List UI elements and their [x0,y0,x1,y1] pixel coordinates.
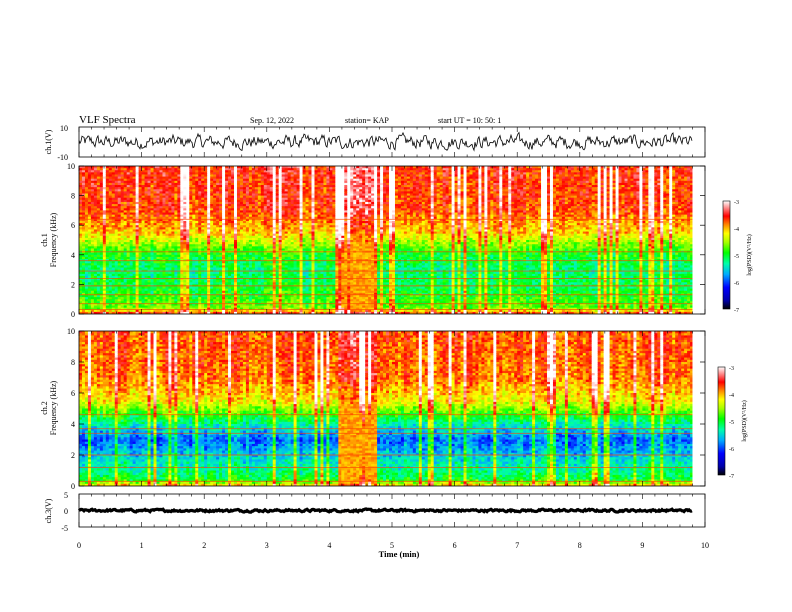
frequency-tick-label: 8 [71,358,75,367]
ch3-ytick-bottom: -5 [61,524,68,533]
time-tick-label: 5 [390,541,394,550]
ch1-colorbar-tick: -3 [734,200,739,206]
time-axis-label: Time (min) [379,549,420,559]
ch1-spec-ylabel-frequency: Frequency (kHz) [49,212,58,267]
time-tick-label: 8 [578,541,582,550]
frequency-tick-label: 6 [71,389,75,398]
ch1-ytick-top: 10 [60,124,68,133]
ch2-colorbar: -3 -4 -5 -6 -7 log(PSD)(V²/Hz) [717,366,748,480]
frequency-tick-label: 2 [71,280,75,289]
time-tick-label: 3 [265,541,269,550]
ch2-colorbar-gradient [717,366,726,476]
time-tick-label: 6 [453,541,457,550]
ch3-ytick-middle: 0 [64,507,68,516]
ch2-colorbar-tick: -5 [729,420,734,426]
ch3-waveform-ylabel: ch.3(V) [44,498,53,523]
time-tick-label: 9 [640,541,644,550]
ch2-colorbar-tick: -7 [729,474,734,480]
ch1-colorbar-gradient [722,200,731,310]
ch3-waveform-panel: ch.3(V) 5 0 -5 [44,491,706,533]
ch1-colorbar: -3 -4 -5 -6 -7 log(PSD)(V²/Hz) [722,200,753,314]
time-tick-label: 7 [515,541,519,550]
ch1-waveform-panel: ch.1(V) 10 -10 [44,124,706,162]
time-tick-label: 4 [327,541,331,550]
start-time-label: start UT = 10: 50: 1 [438,116,501,125]
ch2-spectrogram-image [79,331,705,486]
ch2-spec-ylabel-channel: ch.2 [40,401,49,415]
frequency-tick-label: 6 [71,221,75,230]
ch2-spectrogram-panel: ch.2 Frequency (kHz) 0 2 4 6 8 10 [40,327,706,491]
time-tick-label: 0 [77,541,81,550]
frequency-tick-label: 8 [71,192,75,201]
ch1-waveform-ylabel: ch.1(V) [44,129,53,154]
station-label: station= KAP [345,116,389,125]
ch1-colorbar-tick: -6 [734,281,739,287]
ch1-colorbar-tick: -7 [734,308,739,314]
ch1-spectrogram-panel: ch.1 Frequency (kHz) 0 2 4 6 8 10 [40,162,706,319]
ch2-colorbar-tick: -3 [729,366,734,372]
ch3-ytick-top: 5 [64,491,68,500]
frequency-tick-label: 0 [71,310,75,319]
ch1-colorbar-tick: -4 [734,227,739,233]
frequency-tick-label: 10 [67,162,75,171]
time-tick-label: 2 [202,541,206,550]
ch1-waveform-trace [78,131,693,152]
ch2-colorbar-tick: -4 [729,393,734,399]
ch1-spec-ylabel-channel: ch.1 [40,233,49,247]
ch3-waveform-trace [78,507,693,514]
time-tick-label: 10 [701,541,709,550]
date-label: Sep. 12, 2022 [250,116,294,125]
ch1-colorbar-label: log(PSD)(V²/Hz) [746,234,753,275]
frequency-tick-label: 4 [71,420,75,429]
ch2-colorbar-label: log(PSD)(V²/Hz) [741,400,748,441]
frequency-tick-label: 0 [71,482,75,491]
frequency-tick-label: 4 [71,251,75,260]
time-axis: 0 1 2 3 4 5 6 7 8 9 10 [77,127,709,550]
ch1-ytick-bottom: -10 [57,153,68,162]
frequency-tick-label: 10 [67,327,75,336]
ch2-spec-ylabel-frequency: Frequency (kHz) [49,380,58,435]
figure-title: VLF Spectra [79,114,136,126]
frequency-tick-label: 2 [71,451,75,460]
ch1-spectrogram-image [79,166,705,314]
ch2-colorbar-tick: -6 [729,447,734,453]
time-tick-label: 1 [140,541,144,550]
ch1-colorbar-tick: -5 [734,254,739,260]
